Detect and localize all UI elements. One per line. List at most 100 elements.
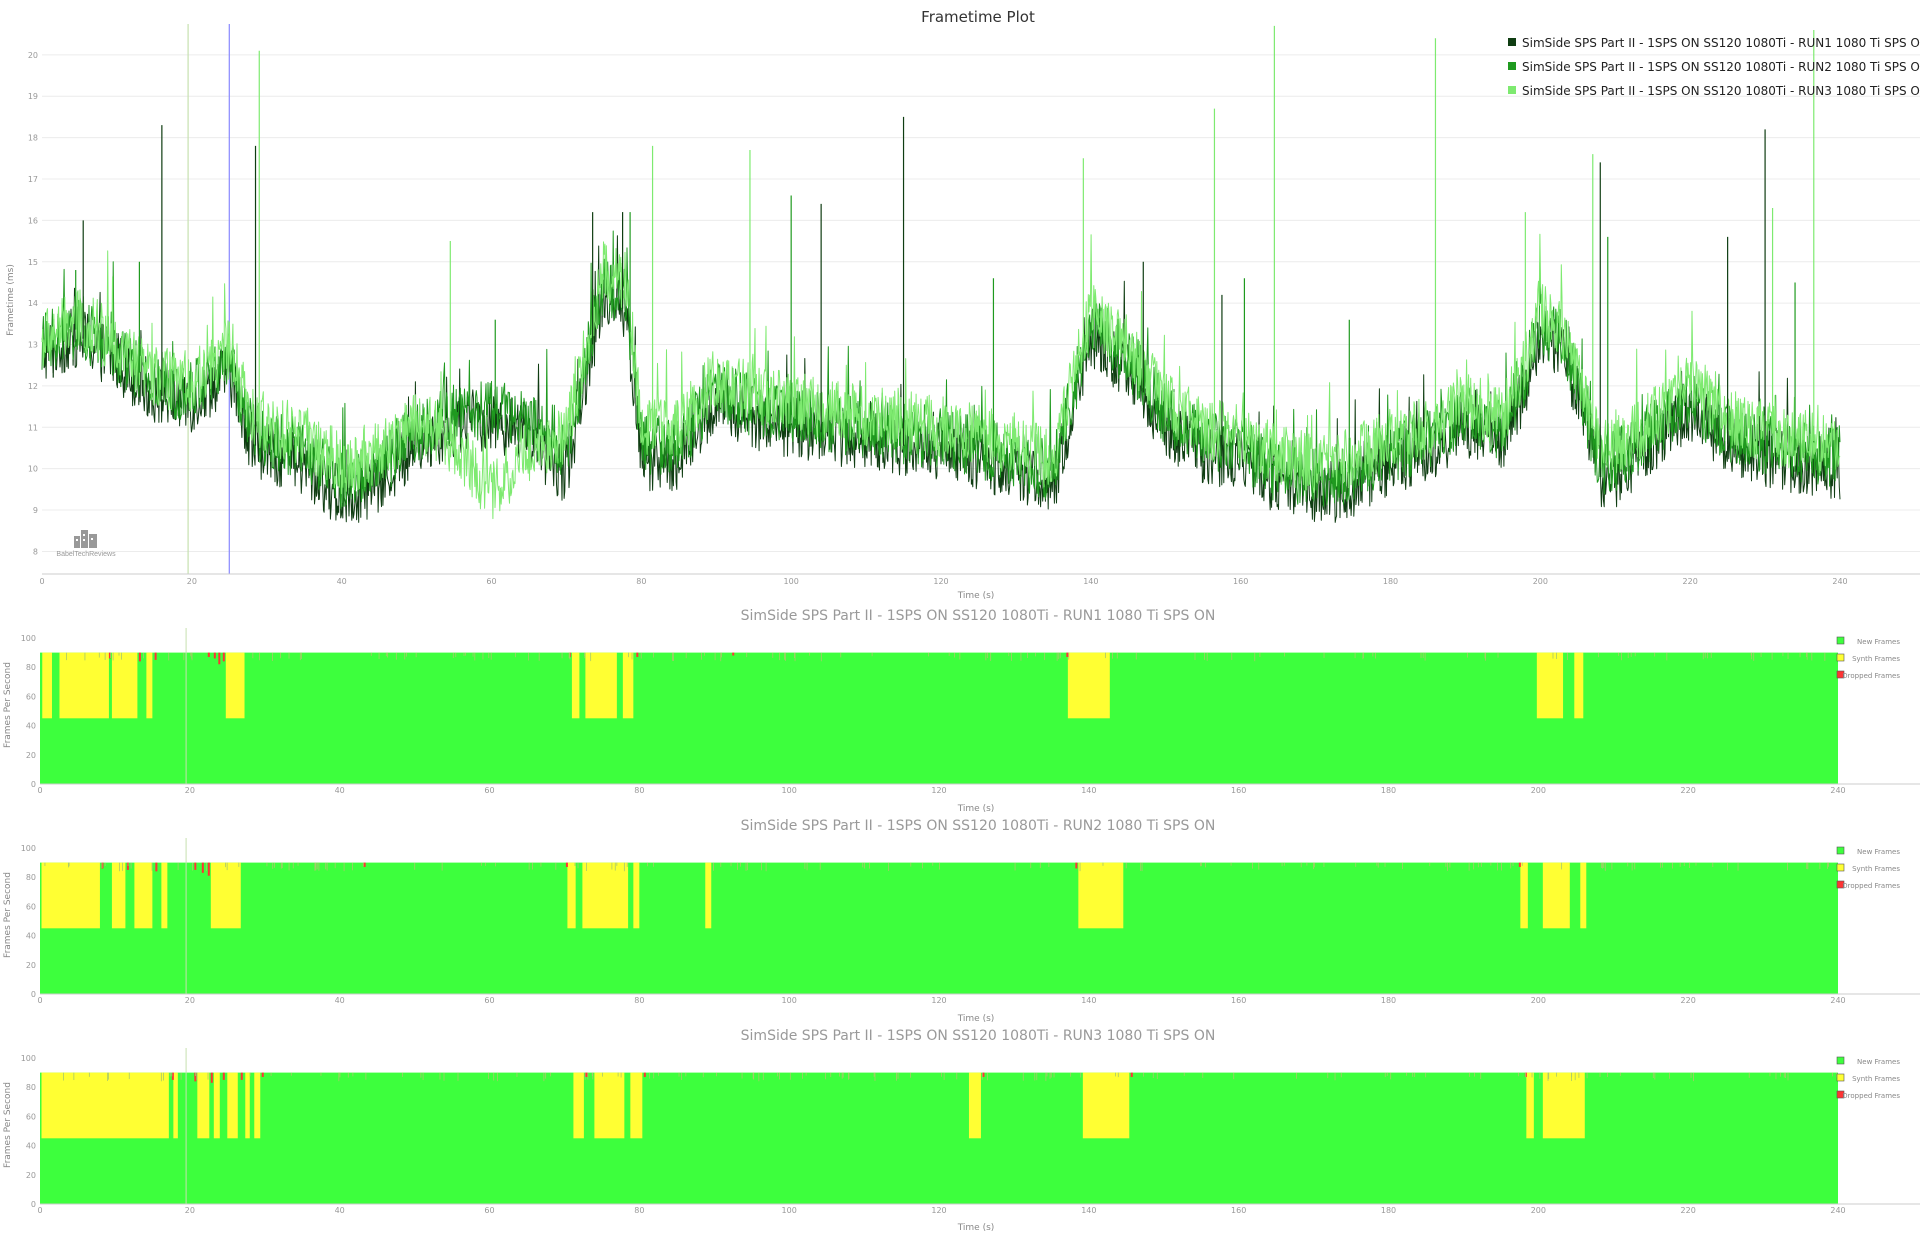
y-tick-label: 10 [28, 465, 38, 474]
dropped-frames-spike [207, 862, 210, 876]
x-tick-label: 20 [185, 1206, 195, 1215]
y-tick-label: 80 [26, 873, 36, 882]
y-tick-label: 13 [28, 341, 38, 350]
dropped-frames-spike [126, 862, 129, 870]
x-tick-label: 100 [782, 786, 797, 795]
x-tick-label: 0 [37, 996, 42, 1005]
synth-frames-segment [585, 652, 617, 719]
legend-label-synth-frames: Synth Frames [1852, 1075, 1900, 1083]
dropped-frames-spike [207, 652, 210, 657]
x-tick-label: 160 [1231, 786, 1246, 795]
dropped-frames-spike [1066, 652, 1069, 657]
dropped-frames-spike [222, 652, 225, 662]
legend-swatch-new-frames [1836, 636, 1845, 645]
fps-run1-axes: 0 20 40 60 80 100 0 20 40 60 80 100 120 140 160 180 200 2… [21, 628, 1920, 795]
x-tick-label: 200 [1531, 786, 1546, 795]
y-tick-label: 15 [28, 258, 38, 267]
y-tick-label: 100 [21, 1054, 36, 1063]
synth-frames-segment [573, 1072, 584, 1139]
dropped-frames-spike [240, 1072, 243, 1080]
synth-frames-segment [41, 1072, 169, 1139]
y-tick-label: 17 [28, 175, 38, 184]
legend-label-dropped-frames: Dropped Frames [1842, 672, 1900, 680]
synth-frames-segment [197, 1072, 210, 1139]
frametime-markers [187, 24, 230, 574]
frametime-legend: SimSide SPS Part II - 1SPS ON SS120 1080… [1508, 36, 1920, 98]
synth-frames-segment [227, 1072, 238, 1139]
x-tick-label: 60 [486, 577, 496, 586]
synth-frames-segment [213, 1072, 220, 1139]
synth-frames-segment [210, 862, 241, 929]
x-tick-label: 120 [931, 996, 946, 1005]
legend-label-new-frames: New Frames [1857, 848, 1900, 856]
synth-frames-segment [225, 652, 245, 719]
y-tick-label: 20 [26, 1171, 36, 1180]
logo-building-3 [89, 534, 97, 548]
x-tick-label: 40 [335, 786, 345, 795]
synth-frames-segment [146, 652, 153, 719]
synth-frames-segment [571, 652, 580, 719]
logo-window [83, 534, 85, 536]
x-tick-label: 100 [782, 1206, 797, 1215]
y-tick-label: 80 [26, 1083, 36, 1092]
x-tick-label: 80 [634, 996, 644, 1005]
synth-frames-segment [41, 862, 100, 929]
synth-frames-segment [633, 862, 640, 929]
dropped-frames-spike [643, 1072, 646, 1077]
dropped-frames-spike [194, 862, 197, 870]
legend-label-new-frames: New Frames [1857, 1058, 1900, 1066]
synth-frames-segment [1580, 862, 1587, 929]
new-frames-area [40, 862, 1838, 994]
dropped-frames-spike [363, 862, 366, 867]
series-line-run1 [41, 235, 1841, 523]
legend-label-synth-frames: Synth Frames [1852, 655, 1900, 663]
x-tick-label: 40 [335, 996, 345, 1005]
legend-label-run1: SimSide SPS Part II - 1SPS ON SS120 1080… [1522, 36, 1920, 50]
legend-swatch-synth-frames [1836, 653, 1845, 662]
synth-frames-segment [1542, 862, 1570, 929]
dropped-frames-spike [108, 652, 111, 659]
synth-frames-segment [111, 862, 126, 929]
dropped-frames-spike [636, 652, 639, 657]
synth-frames-segment [1526, 1072, 1534, 1139]
y-tick-label: 0 [31, 990, 36, 999]
fps-run1-title: SimSide SPS Part II - 1SPS ON SS120 1080… [741, 608, 1216, 624]
dropped-frames-spike [732, 652, 735, 656]
x-tick-label: 80 [636, 577, 646, 586]
y-tick-label: 100 [21, 634, 36, 643]
fps-run2-title: SimSide SPS Part II - 1SPS ON SS120 1080… [741, 818, 1216, 834]
synth-frames-segment [134, 862, 153, 929]
legend-swatch-run3 [1508, 86, 1516, 94]
dropped-frames-spike [213, 652, 216, 659]
y-tick-label: 100 [21, 844, 36, 853]
y-tick-label: 8 [33, 547, 38, 556]
fps-run2-x-axis-label: Time (s) [957, 1014, 995, 1024]
synth-frames-segment [630, 1072, 643, 1139]
synth-frames-segment [254, 1072, 261, 1139]
watermark-text: BabelTechReviews [56, 551, 116, 558]
synth-frames-segment [1542, 1072, 1585, 1139]
y-tick-label: 11 [28, 423, 38, 432]
frametime-x-axis-label: Time (s) [957, 591, 995, 601]
dropped-frames-spike [155, 862, 158, 872]
dropped-frames-spike [1075, 862, 1078, 869]
x-tick-label: 200 [1531, 1206, 1546, 1215]
dropped-frames-spike [565, 862, 568, 867]
fps-run1-area [40, 652, 1838, 784]
logo-window [76, 539, 78, 541]
x-tick-label: 180 [1381, 1206, 1396, 1215]
y-tick-label: 40 [26, 1142, 36, 1151]
x-tick-label: 20 [187, 577, 197, 586]
x-tick-label: 220 [1681, 1206, 1696, 1215]
synth-frames-segment [1574, 652, 1584, 719]
fps-run3-title: SimSide SPS Part II - 1SPS ON SS120 1080… [741, 1028, 1216, 1044]
y-tick-label: 60 [26, 692, 36, 701]
x-tick-label: 60 [484, 786, 494, 795]
fps-run1-legend: New Frames Synth Frames Dropped Frames [1836, 636, 1900, 680]
x-tick-label: 140 [1081, 786, 1096, 795]
synth-frames-segment [161, 862, 168, 929]
x-tick-label: 60 [484, 996, 494, 1005]
x-tick-label: 40 [335, 1206, 345, 1215]
x-tick-label: 0 [37, 1206, 42, 1215]
y-tick-label: 40 [26, 932, 36, 941]
